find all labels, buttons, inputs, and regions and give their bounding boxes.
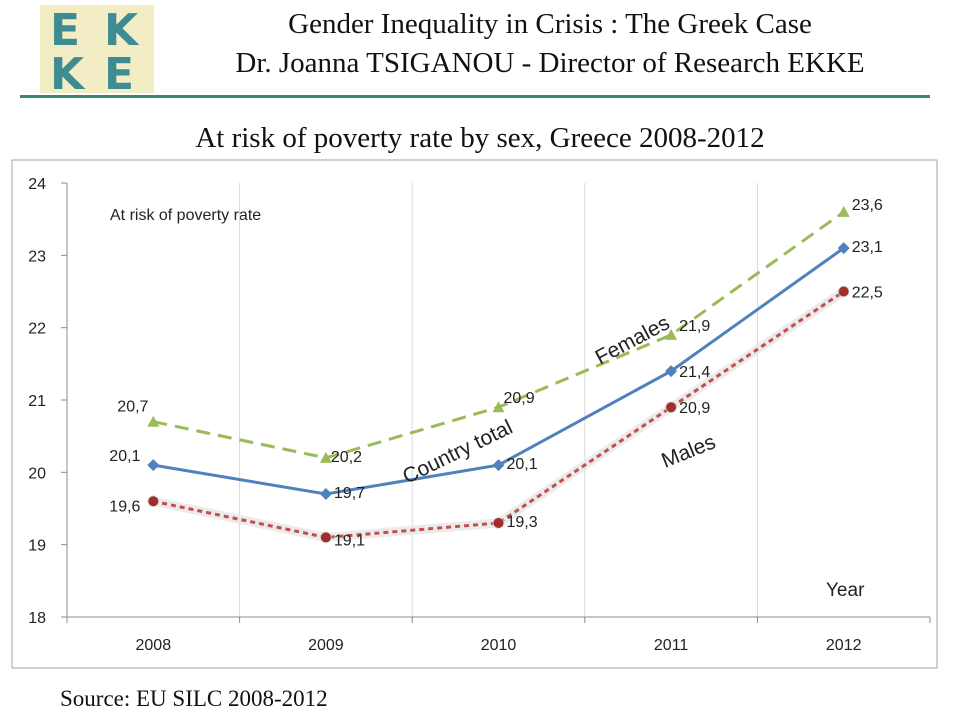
data-point-total: [837, 242, 850, 255]
data-point-females: [665, 328, 678, 340]
y-tick-label: 20: [28, 465, 46, 482]
data-label-females: 20,7: [117, 399, 148, 416]
x-axis-label: Year: [826, 580, 865, 601]
data-label-total: 21,4: [679, 364, 710, 381]
slide-subtitle: Dr. Joanna TSIGANOU - Director of Resear…: [235, 47, 865, 79]
data-label-males: 19,1: [334, 532, 365, 549]
chart-title: At risk of poverty rate by sex, Greece 2…: [195, 122, 765, 154]
x-tick-label: 2009: [308, 637, 344, 654]
y-tick-label: 24: [28, 176, 46, 193]
x-tick-label: 2012: [826, 637, 862, 654]
data-point-males: [493, 517, 504, 528]
data-label-total: 20,1: [109, 448, 140, 465]
y-tick-label: 22: [28, 321, 46, 338]
data-label-total: 19,7: [334, 485, 365, 502]
data-point-females: [837, 205, 850, 217]
data-label-females: 20,9: [504, 390, 535, 407]
y-tick-label: 19: [28, 538, 46, 555]
y-tick-label: 23: [28, 248, 46, 265]
logo-letter: K: [104, 5, 139, 56]
series-line-males: [152, 290, 845, 539]
y-tick-label: 21: [28, 393, 46, 410]
x-tick-label: 2011: [654, 637, 689, 654]
data-point-females: [319, 451, 332, 463]
data-label-total: 20,1: [507, 456, 538, 473]
data-point-total: [492, 459, 505, 472]
data-label-females: 23,6: [852, 197, 883, 214]
source-note: Source: EU SILC 2008-2012: [60, 686, 328, 711]
logo-letter: K: [50, 49, 85, 100]
data-point-total: [147, 459, 160, 472]
x-tick-label: 2008: [136, 637, 172, 654]
data-point-females: [147, 415, 160, 427]
data-label-males: 19,3: [507, 514, 538, 531]
x-tick-label: 2010: [481, 637, 517, 654]
logo-letter: E: [50, 5, 81, 56]
y-tick-label: 18: [28, 610, 46, 627]
data-point-males: [148, 496, 159, 507]
data-label-females: 20,2: [331, 449, 362, 466]
data-point-males: [666, 402, 677, 413]
data-label-males: 22,5: [852, 285, 883, 302]
data-label-males: 19,6: [109, 498, 140, 515]
data-label-females: 21,9: [679, 318, 710, 335]
ekke-logo: E K K E: [40, 5, 154, 97]
data-point-total: [319, 488, 332, 501]
data-point-females: [492, 401, 505, 413]
logo-letter: E: [104, 49, 135, 100]
header-rule: [20, 95, 930, 98]
inner-label: At risk of poverty rate: [110, 207, 261, 224]
data-point-males: [320, 532, 331, 543]
slide-title: Gender Inequality in Crisis : The Greek …: [288, 8, 812, 40]
data-label-total: 23,1: [852, 239, 883, 256]
data-point-total: [665, 365, 678, 378]
data-label-males: 20,9: [679, 400, 710, 417]
data-point-males: [838, 286, 849, 297]
